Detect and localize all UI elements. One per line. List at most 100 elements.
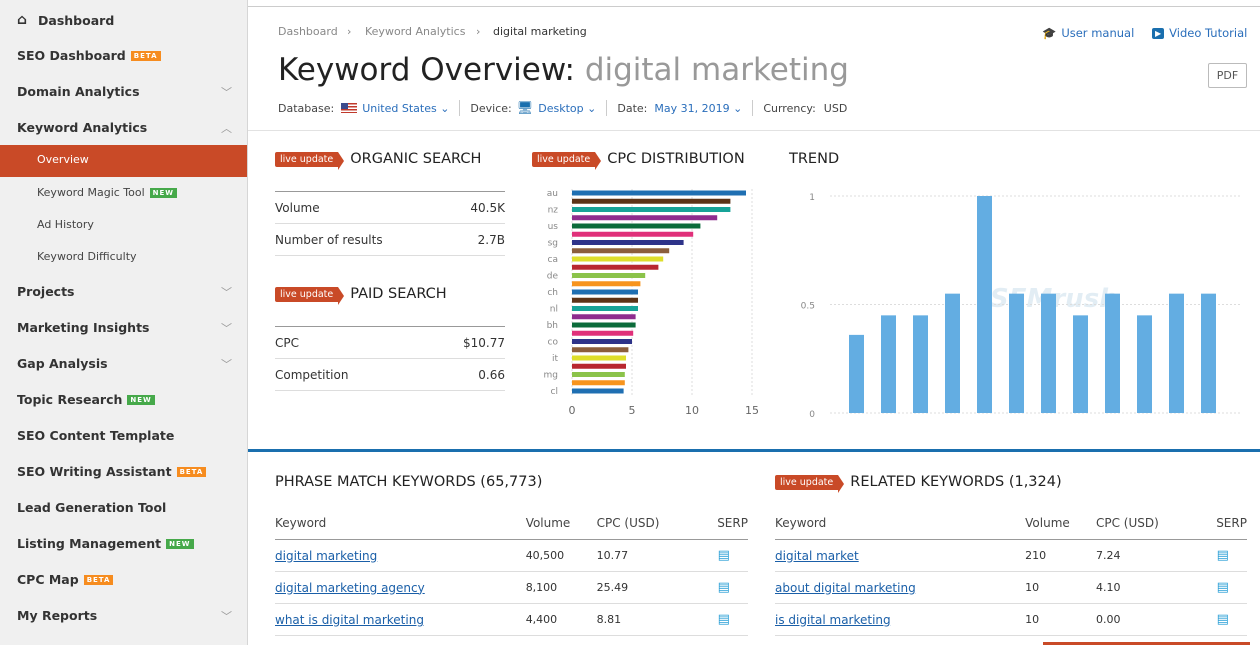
category-label: sg (548, 239, 558, 249)
serp-icon[interactable]: ▤ (1216, 580, 1229, 595)
serp-icon[interactable]: ▤ (717, 580, 730, 595)
trend-bar (945, 293, 960, 413)
beta-badge: BETA (130, 50, 161, 61)
sidebar-item-overview[interactable]: Overview (0, 145, 247, 177)
organic-volume-row: Volume 40.5K (275, 192, 505, 224)
paid-competition-row: Competition 0.66 (275, 359, 505, 391)
cpc-bar (572, 248, 670, 254)
us-flag-icon (341, 103, 358, 113)
play-icon: ▶ (1152, 27, 1165, 39)
cpc-cell: 8.81 (596, 613, 622, 626)
cpc-bar (572, 355, 626, 361)
breadcrumb-separator-icon: › (347, 25, 352, 38)
category-label: us (548, 222, 559, 232)
cpc-bar (572, 198, 731, 204)
cpc-bar (572, 339, 632, 344)
table-row: what is digital marketing 4,400 8.81 ▤ (275, 604, 748, 636)
sidebar-item-keyword-difficulty[interactable]: Keyword Difficulty (37, 250, 137, 263)
serp-icon[interactable]: ▤ (1216, 612, 1229, 627)
chevron-down-icon[interactable]: ﹀ (221, 85, 232, 99)
sidebar-item-keyword-magic-tool[interactable]: Keyword Magic Tool NEW (37, 186, 178, 199)
volume-cell: 10 (1025, 581, 1040, 594)
cpc-bar (572, 281, 641, 287)
y-tick-label: 0 (809, 410, 815, 420)
column-header[interactable]: SERP (717, 515, 748, 530)
category-label: co (548, 338, 559, 348)
breadcrumb-dashboard[interactable]: Dashboard (278, 25, 338, 38)
cpc-bar (572, 273, 646, 278)
sidebar-item-dashboard[interactable]: ⌂ Dashboard (17, 12, 115, 28)
sidebar-item-seo-writing-assistant[interactable]: SEO Writing Assistant BETA (17, 464, 232, 479)
column-header[interactable]: SERP (1216, 515, 1247, 530)
trend-bar (913, 315, 928, 413)
database-select[interactable]: United States ⌄ (362, 101, 450, 115)
cpc-bar (572, 223, 701, 229)
header-divider (248, 130, 1260, 131)
keyword-link[interactable]: is digital marketing (775, 612, 891, 627)
serp-icon[interactable]: ▤ (717, 612, 730, 627)
trend-bar (1041, 293, 1056, 413)
column-header[interactable]: Volume (525, 515, 571, 530)
keyword-link[interactable]: digital market (775, 548, 859, 563)
new-badge: NEW (166, 538, 194, 549)
paid-search-heading: live update PAID SEARCH (275, 286, 447, 305)
y-tick-label: 1 (809, 193, 815, 203)
cpc-cell: 25.49 (596, 581, 629, 594)
pdf-button[interactable]: PDF (1208, 63, 1247, 88)
sidebar-item-gap-analysis[interactable]: Gap Analysis ﹀ (17, 356, 232, 371)
sidebar-item-ad-history[interactable]: Ad History (37, 218, 94, 231)
view-full-report-button[interactable] (1043, 642, 1250, 645)
cpc-bar (572, 314, 636, 320)
column-header[interactable]: CPC (USD) (596, 515, 660, 530)
keyword-link[interactable]: digital marketing (275, 548, 378, 563)
column-header[interactable]: Volume (1025, 515, 1070, 530)
category-label: it (552, 354, 559, 364)
sidebar-item-my-reports[interactable]: My Reports ﹀ (17, 608, 232, 623)
keyword-link[interactable]: digital marketing agency (275, 580, 425, 595)
page-title: Keyword Overview: digital marketing (278, 52, 849, 88)
currency-value: USD (823, 101, 848, 115)
keyword-link[interactable]: about digital marketing (775, 580, 916, 595)
organic-search-heading: live update ORGANIC SEARCH (275, 151, 481, 170)
sidebar-item-domain-analytics[interactable]: Domain Analytics ﹀ (17, 84, 232, 99)
paid-cpc-row: CPC $10.77 (275, 327, 505, 359)
chevron-down-icon[interactable]: ﹀ (221, 321, 232, 335)
top-divider (248, 6, 1260, 7)
organic-results-row: Number of results 2.7B (275, 224, 505, 256)
sidebar-item-seo-content-template[interactable]: SEO Content Template (17, 428, 175, 443)
column-header[interactable]: Keyword (275, 515, 327, 530)
keyword-link[interactable]: what is digital marketing (275, 612, 424, 627)
column-header[interactable]: CPC (USD) (1095, 515, 1159, 530)
chevron-down-icon[interactable]: ﹀ (221, 285, 232, 299)
sidebar-item-projects[interactable]: Projects ﹀ (17, 284, 232, 299)
column-header[interactable]: Keyword (775, 515, 827, 530)
sidebar-item-keyword-analytics[interactable]: Keyword Analytics ︿ (17, 120, 232, 135)
table-row: digital marketing agency 8,100 25.49 ▤ (275, 572, 748, 604)
chevron-up-icon[interactable]: ︿ (221, 121, 232, 135)
breadcrumb-keyword-analytics[interactable]: Keyword Analytics (365, 25, 466, 38)
breadcrumb-current: digital marketing (493, 25, 587, 38)
date-select[interactable]: May 31, 2019 ⌄ (654, 101, 743, 115)
volume-cell: 8,100 (525, 581, 558, 594)
video-tutorial-link[interactable]: ▶ Video Tutorial (1152, 26, 1247, 40)
serp-icon[interactable]: ▤ (1216, 548, 1229, 563)
trend-bar (977, 196, 992, 413)
sidebar-item-cpc-map[interactable]: CPC Map BETA (17, 572, 232, 587)
chevron-down-icon[interactable]: ﹀ (221, 357, 232, 371)
user-manual-link[interactable]: 🎓 User manual (1042, 26, 1135, 40)
device-select[interactable]: Desktop ⌄ (538, 101, 597, 115)
sidebar-item-seo-dashboard[interactable]: SEO Dashboard BETA (17, 48, 232, 63)
serp-icon[interactable]: ▤ (717, 548, 730, 563)
live-update-badge: live update (275, 286, 345, 305)
table-header: Keyword Volume CPC (USD) SERP (775, 506, 1247, 540)
volume-cell: 4,400 (525, 613, 558, 626)
trend-bar (881, 315, 896, 413)
sidebar-item-listing-management[interactable]: Listing Management NEW (17, 536, 232, 551)
chevron-down-icon[interactable]: ﹀ (221, 609, 232, 623)
cpc-distribution-heading: live update CPC DISTRIBUTION (532, 151, 745, 170)
filters-bar: Database: United States ⌄ Device: 🖥 Desk… (278, 100, 848, 116)
sidebar-item-lead-generation-tool[interactable]: Lead Generation Tool (17, 500, 167, 515)
cpc-cell: 4.10 (1095, 581, 1121, 594)
sidebar-item-marketing-insights[interactable]: Marketing Insights ﹀ (17, 320, 232, 335)
sidebar-item-topic-research[interactable]: Topic Research NEW (17, 392, 232, 407)
